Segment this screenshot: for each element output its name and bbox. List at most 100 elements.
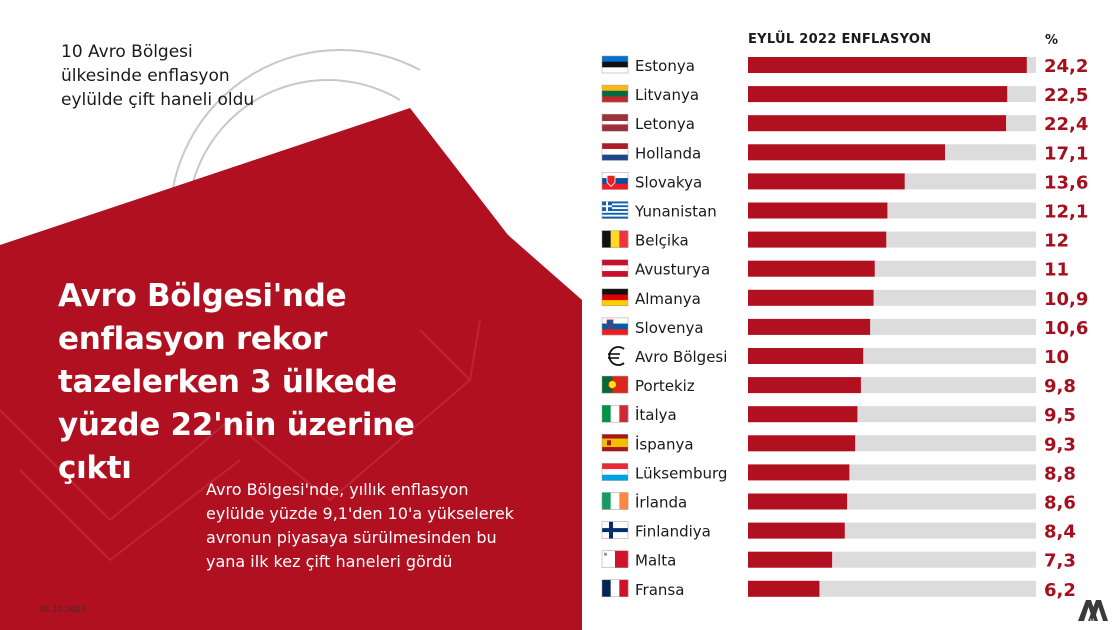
chart-row: Yunanistan 12,1 [601,201,1088,223]
chart-row: Portekiz 9,8 [601,375,1076,397]
chart-row: Fransa 6,2 [601,579,1076,601]
value-label: 10,6 [1044,318,1088,339]
chart-row: Slovakya 13,6 [601,172,1088,193]
chart-row: Belçika 12 [601,230,1069,252]
unit-label: % [1045,33,1059,48]
bar-track [748,580,1036,597]
subtitle: 10 Avro Bölgesi ülkesinde enflasyon eylü… [61,42,255,110]
value-label: 8,6 [1044,493,1076,514]
value-label: 9,8 [1044,376,1076,397]
estonia-flag [601,55,629,74]
value-label: 24,2 [1044,56,1088,77]
malta-flag [601,550,629,568]
chart-row: Avusturya 11 [601,259,1069,281]
value-label: 10 [1044,347,1069,368]
category-label: Belçika [635,232,689,250]
category-label: Estonya [635,57,695,75]
chart-row: Malta 7,3 [601,550,1076,572]
chart-row: Slovenya 10,6 [601,317,1088,339]
value-label: 10,9 [1044,289,1088,310]
value-label: 12 [1044,231,1069,252]
slovakia-flag [601,172,629,190]
value-label: 7,3 [1044,551,1076,572]
bar [748,580,820,597]
value-label: 11 [1044,260,1069,281]
bar [748,173,905,190]
category-label: Portekiz [635,377,695,395]
greece-flag [601,201,629,219]
category-label: İtalya [635,405,677,424]
value-label: 8,4 [1044,522,1076,543]
bar [748,144,945,161]
bar [748,522,845,539]
red-banner-shape [0,108,582,630]
category-label: Fransa [635,581,684,599]
chart-row: Lüksemburg 8,8 [601,463,1076,484]
bar [748,57,1027,73]
lithuania-flag [601,84,629,103]
slovenia-flag [601,317,629,336]
euro-icon [608,346,625,366]
latvia-flag [601,113,629,132]
arrow-pattern [0,319,481,562]
category-label: İrlanda [635,493,687,512]
france-flag [601,579,629,598]
category-label: Malta [635,552,676,570]
bar [748,260,875,277]
value-label: 22,4 [1044,114,1088,135]
value-label: 13,6 [1044,172,1088,193]
luxembourg-flag [601,463,629,481]
value-label: 8,8 [1044,463,1076,484]
bar [748,231,887,248]
bar [748,377,861,394]
chart-row: Litvanya 22,5 [601,84,1088,106]
bar [748,289,874,306]
category-label: Litvanya [635,86,699,104]
bar [748,493,848,510]
bar [748,348,864,364]
bar [748,464,850,481]
category-label: Finlandiya [635,523,711,541]
chart-row: Avro Bölgesi 10 [608,346,1069,368]
chart-row: İspanya 9,3 [601,434,1076,455]
germany-flag [601,288,629,307]
date-label: 01.10.2022 [40,605,86,614]
value-label: 22,5 [1044,85,1088,106]
italy-flag [601,404,629,423]
belgium-flag [601,230,629,248]
background-graphic [0,49,582,630]
value-label: 12,1 [1044,202,1088,223]
body-text: Avro Bölgesi'nde, yıllık enflasyon eylül… [206,480,514,571]
chart-row: İtalya 9,5 [601,404,1076,426]
bar [748,86,1008,103]
finland-flag [601,521,629,539]
category-label: Slovakya [635,173,702,191]
category-label: Slovenya [635,319,704,337]
category-label: Hollanda [635,144,701,162]
chart-row: İrlanda 8,6 [601,492,1076,514]
category-label: Avusturya [635,261,710,279]
category-label: İspanya [635,434,694,453]
austria-flag [601,259,629,277]
category-label: Yunanistan [634,203,717,221]
category-label: Lüksemburg [635,464,727,482]
value-label: 9,5 [1044,405,1076,426]
value-label: 6,2 [1044,580,1076,601]
ireland-flag [601,492,629,510]
value-label: 9,3 [1044,434,1076,455]
bar [748,115,1007,132]
chart-row: Estonya 24,2 [601,55,1088,77]
headline: Avro Bölgesi'nde enflasyon rekor tazeler… [58,278,415,486]
bar [748,406,858,423]
chart-row: Letonya 22,4 [601,113,1088,135]
bar [748,435,856,452]
category-label: Avro Bölgesi [635,348,727,366]
aa-logo-icon: AA [1078,600,1108,623]
spain-flag [601,434,629,452]
portugal-flag [601,375,629,394]
category-label: Almanya [635,290,701,308]
chart-row: Finlandiya 8,4 [601,521,1076,543]
chart-row: Almanya 10,9 [601,288,1088,310]
chart-title: EYLÜL 2022 ENFLASYON [748,32,932,47]
